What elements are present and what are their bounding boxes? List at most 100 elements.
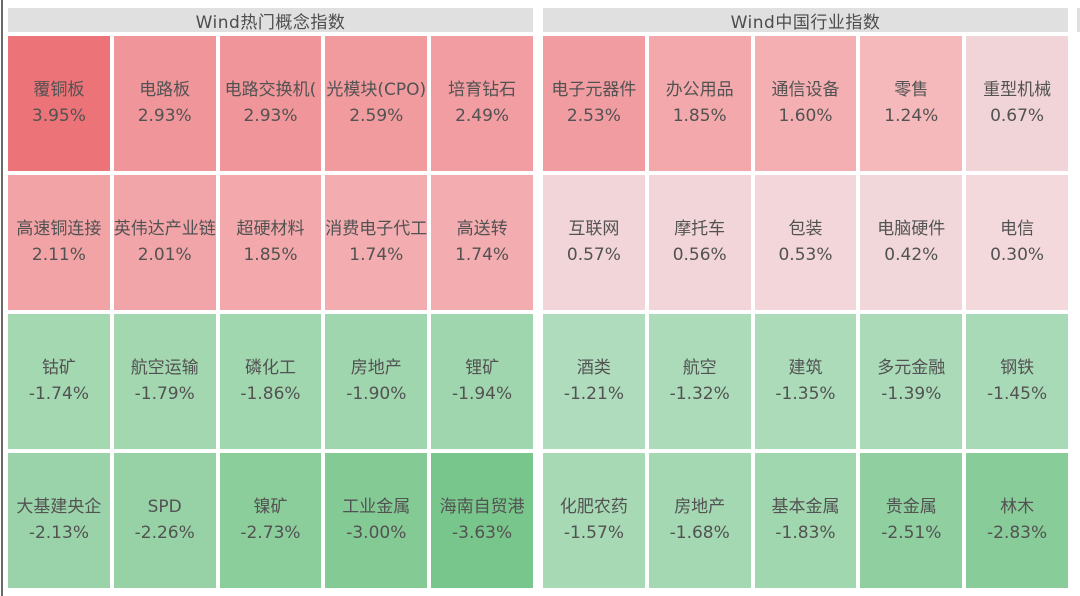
tile-label: 贵金属 — [885, 497, 937, 517]
heatmap-tile[interactable]: 磷化工 -1.86% — [219, 314, 322, 449]
tile-change-percent: 2.11% — [31, 244, 86, 265]
tile-label: 航空运输 — [130, 358, 199, 378]
tile-change-percent: 1.85% — [672, 105, 727, 126]
tile-label: 摩托车 — [674, 219, 726, 239]
tile-change-percent: 0.42% — [884, 244, 939, 265]
tile-change-percent: -1.57% — [563, 522, 624, 543]
tile-label: 磷化工 — [244, 358, 296, 378]
tile-label: 基本金属 — [771, 497, 840, 517]
tile-label: 电子元器件 — [551, 80, 637, 100]
tile-label: 消费电子代工 — [325, 219, 428, 239]
tile-change-percent: -1.35% — [775, 383, 836, 404]
tile-label: 锂矿 — [465, 358, 500, 378]
tile-change-percent: 2.53% — [566, 105, 621, 126]
tile-change-percent: -1.90% — [346, 383, 407, 404]
tile-change-percent: 0.57% — [566, 244, 621, 265]
heatmap-tile[interactable]: 工业金属 -3.00% — [325, 453, 428, 588]
tile-change-percent: -1.68% — [669, 522, 730, 543]
tile-change-percent: 2.49% — [455, 105, 510, 126]
heatmap-tile[interactable]: 锂矿 -1.94% — [431, 314, 533, 449]
industry-index-panel-title: Wind中国行业指数 — [543, 8, 1068, 33]
heatmap-tile[interactable]: 英伟达产业链 2.01% — [113, 175, 216, 310]
tile-change-percent: -2.83% — [987, 522, 1048, 543]
tile-change-percent: 0.67% — [990, 105, 1045, 126]
tile-label: 互联网 — [568, 219, 620, 239]
heatmap-tile[interactable]: 包装 0.53% — [754, 175, 857, 310]
tile-label: 电脑硬件 — [877, 219, 946, 239]
tile-label: 通信设备 — [771, 80, 840, 100]
heatmap-tile[interactable]: 房地产 -1.68% — [648, 453, 751, 588]
heatmap-tile[interactable]: 电路交换机(2.93% — [219, 36, 322, 171]
tile-change-percent: -1.32% — [669, 383, 730, 404]
tile-label: 覆铜板 — [33, 80, 85, 100]
tile-change-percent: -1.39% — [881, 383, 942, 404]
tile-label: 房地产 — [350, 358, 402, 378]
heatmap-tile[interactable]: 通信设备 1.60% — [754, 36, 857, 171]
tile-change-percent: -2.26% — [134, 522, 195, 543]
tile-label: 多元金融 — [877, 358, 946, 378]
heatmap-tile[interactable]: 多元金融 -1.39% — [860, 314, 963, 449]
heatmap-tile[interactable]: 光模块(CPO) 2.59% — [325, 36, 428, 171]
tile-label: 航空 — [682, 358, 717, 378]
heatmap-tile[interactable]: 贵金属 -2.51% — [860, 453, 963, 588]
tile-label: 镍矿 — [253, 497, 288, 517]
heatmap-tile[interactable]: 海南自贸港 -3.63% — [431, 453, 533, 588]
heatmap-tile[interactable]: 镍矿 -2.73% — [219, 453, 322, 588]
tile-change-percent: 2.93% — [137, 105, 192, 126]
tile-change-percent: -3.00% — [346, 522, 407, 543]
heatmap-tile[interactable]: 房地产 -1.90% — [325, 314, 428, 449]
heatmap-tile[interactable]: 培育钻石 2.49% — [431, 36, 533, 171]
tile-label: 办公用品 — [665, 80, 734, 100]
tile-change-percent: -1.86% — [240, 383, 301, 404]
heatmap-tile[interactable]: 重型机械 0.67% — [966, 36, 1068, 171]
heatmap-tile[interactable]: 钴矿 -1.74% — [8, 314, 110, 449]
heatmap-tile[interactable]: 航空 -1.32% — [648, 314, 751, 449]
heatmap-tile[interactable]: 办公用品 1.85% — [648, 36, 751, 171]
heatmap-tile[interactable]: 建筑 -1.35% — [754, 314, 857, 449]
heatmap-tile[interactable]: 大基建央企 -2.13% — [8, 453, 110, 588]
tile-label: 高送转 — [456, 219, 508, 239]
heatmap-tile[interactable]: 超硬材料 1.85% — [219, 175, 322, 310]
heatmap-tile[interactable]: 钢铁 -1.45% — [966, 314, 1068, 449]
window-left-edge — [1, 0, 3, 596]
heatmap-tile[interactable]: 酒类 -1.21% — [543, 314, 645, 449]
tile-change-percent: -2.13% — [28, 522, 89, 543]
tile-label: 高速铜连接 — [16, 219, 102, 239]
tile-change-percent: -2.51% — [881, 522, 942, 543]
tile-label: 光模块(CPO) — [326, 80, 427, 100]
tile-change-percent: 2.59% — [349, 105, 404, 126]
tile-change-percent: 3.95% — [31, 105, 86, 126]
heatmap-tile[interactable]: 电子元器件 2.53% — [543, 36, 645, 171]
tile-label: 电路板 — [139, 80, 191, 100]
tile-label: 超硬材料 — [236, 219, 305, 239]
heatmap-tile[interactable]: 摩托车 0.56% — [648, 175, 751, 310]
heatmap-tile[interactable]: 电信 0.30% — [966, 175, 1068, 310]
tile-change-percent: -1.74% — [28, 383, 89, 404]
heatmap-tile[interactable]: 基本金属 -1.83% — [754, 453, 857, 588]
heatmap-tile[interactable]: 消费电子代工 1.74% — [325, 175, 428, 310]
tile-label: 林木 — [1000, 497, 1035, 517]
tile-label: 电路交换机( — [224, 80, 317, 100]
heatmap-tile[interactable]: 高送转 1.74% — [431, 175, 533, 310]
tile-label: 重型机械 — [983, 80, 1052, 100]
tile-change-percent: -1.21% — [563, 383, 624, 404]
tile-change-percent: 1.60% — [778, 105, 833, 126]
tile-label: 海南自贸港 — [439, 497, 525, 517]
heatmap-tile[interactable]: 互联网 0.57% — [543, 175, 645, 310]
heatmap-tile[interactable]: 林木 -2.83% — [966, 453, 1068, 588]
heatmap-tile[interactable]: 高速铜连接 2.11% — [8, 175, 110, 310]
heatmap-tile[interactable]: 航空运输 -1.79% — [113, 314, 216, 449]
heatmap-tile[interactable]: SPD -2.26% — [113, 453, 216, 588]
tile-label: 建筑 — [788, 358, 823, 378]
tile-label: 钴矿 — [41, 358, 76, 378]
heatmap-tile[interactable]: 覆铜板 3.95% — [8, 36, 110, 171]
tile-change-percent: 2.01% — [137, 244, 192, 265]
tile-label: 工业金属 — [342, 497, 411, 517]
heatmap-tile[interactable]: 电脑硬件 0.42% — [860, 175, 963, 310]
tile-change-percent: -3.63% — [452, 522, 513, 543]
heatmap-tile[interactable]: 化肥农药 -1.57% — [543, 453, 645, 588]
concept-index-panel: Wind热门概念指数 覆铜板 3.95% 电路板 2.93% 电路交换机(2.93% 光模… — [8, 8, 533, 588]
heatmap-tile[interactable]: 零售 1.24% — [860, 36, 963, 171]
tile-change-percent: 0.30% — [990, 244, 1045, 265]
heatmap-tile[interactable]: 电路板 2.93% — [113, 36, 216, 171]
